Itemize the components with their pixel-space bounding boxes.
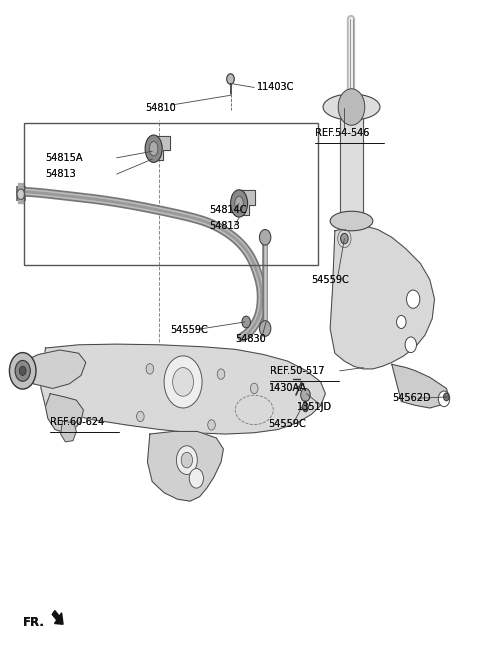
Circle shape xyxy=(173,367,193,396)
Polygon shape xyxy=(46,394,84,433)
Ellipse shape xyxy=(230,190,248,217)
Text: 54814C: 54814C xyxy=(209,205,247,215)
Circle shape xyxy=(405,337,417,353)
Text: 54559C: 54559C xyxy=(268,419,306,428)
Circle shape xyxy=(301,388,310,401)
Circle shape xyxy=(181,452,192,468)
Ellipse shape xyxy=(149,141,158,156)
Circle shape xyxy=(177,445,197,474)
Circle shape xyxy=(227,74,234,84)
Circle shape xyxy=(137,411,144,422)
Circle shape xyxy=(444,393,449,401)
Text: 54813: 54813 xyxy=(46,169,76,179)
Circle shape xyxy=(260,229,271,245)
Circle shape xyxy=(302,403,308,411)
Text: REF.50-517: REF.50-517 xyxy=(270,366,324,376)
Circle shape xyxy=(341,233,348,244)
Circle shape xyxy=(217,369,225,379)
Text: REF.60-624: REF.60-624 xyxy=(50,417,105,427)
Text: FR.: FR. xyxy=(23,616,45,629)
Ellipse shape xyxy=(323,94,380,120)
Ellipse shape xyxy=(145,135,162,162)
Circle shape xyxy=(208,420,216,430)
Circle shape xyxy=(17,189,24,200)
Text: 54815A: 54815A xyxy=(46,153,83,163)
Text: 1351JD: 1351JD xyxy=(297,401,332,412)
Circle shape xyxy=(438,391,450,407)
Text: 54830: 54830 xyxy=(235,334,266,344)
Circle shape xyxy=(15,361,30,381)
Text: 1430AA: 1430AA xyxy=(268,384,306,394)
Text: 54559C: 54559C xyxy=(170,325,207,335)
Text: 54830: 54830 xyxy=(235,334,266,344)
Bar xyxy=(340,107,363,221)
Text: 11403C: 11403C xyxy=(257,83,294,93)
Circle shape xyxy=(146,364,154,374)
Circle shape xyxy=(302,404,308,412)
Text: 11403C: 11403C xyxy=(257,83,294,93)
Polygon shape xyxy=(392,365,449,408)
Text: 1430AA: 1430AA xyxy=(268,384,306,394)
Polygon shape xyxy=(17,350,86,388)
Text: 54813: 54813 xyxy=(209,221,240,231)
Text: 54813: 54813 xyxy=(46,169,76,179)
Ellipse shape xyxy=(330,212,373,231)
Circle shape xyxy=(242,316,251,328)
Circle shape xyxy=(251,383,258,394)
Text: 54562D: 54562D xyxy=(392,393,431,403)
Polygon shape xyxy=(60,421,76,442)
Ellipse shape xyxy=(235,196,243,211)
Bar xyxy=(24,123,318,265)
Text: FR.: FR. xyxy=(23,616,45,629)
Text: 54559C: 54559C xyxy=(268,419,306,428)
Text: REF.50-517: REF.50-517 xyxy=(270,366,324,376)
Circle shape xyxy=(164,356,202,408)
Circle shape xyxy=(396,315,406,328)
Circle shape xyxy=(407,290,420,308)
FancyArrow shape xyxy=(52,610,63,624)
Text: 54559C: 54559C xyxy=(311,275,349,284)
Text: 54559C: 54559C xyxy=(170,325,207,335)
Text: 54810: 54810 xyxy=(145,103,176,113)
Circle shape xyxy=(19,367,26,375)
Text: 54562D: 54562D xyxy=(392,393,431,403)
Text: 1351JD: 1351JD xyxy=(297,401,332,412)
Text: REF.60-624: REF.60-624 xyxy=(50,417,105,427)
Text: REF.54-546: REF.54-546 xyxy=(315,128,369,138)
Text: 54810: 54810 xyxy=(145,103,176,113)
Polygon shape xyxy=(41,344,325,434)
Text: REF.54-546: REF.54-546 xyxy=(315,128,369,138)
Polygon shape xyxy=(240,191,255,215)
Circle shape xyxy=(338,89,365,125)
Polygon shape xyxy=(155,136,170,160)
Polygon shape xyxy=(147,432,223,501)
Text: 54813: 54813 xyxy=(209,221,240,231)
Circle shape xyxy=(189,468,204,488)
Circle shape xyxy=(260,321,271,336)
Text: 54815A: 54815A xyxy=(46,153,83,163)
Circle shape xyxy=(10,353,36,389)
Text: 54559C: 54559C xyxy=(311,275,349,284)
Polygon shape xyxy=(330,225,434,369)
Text: 54814C: 54814C xyxy=(209,205,247,215)
